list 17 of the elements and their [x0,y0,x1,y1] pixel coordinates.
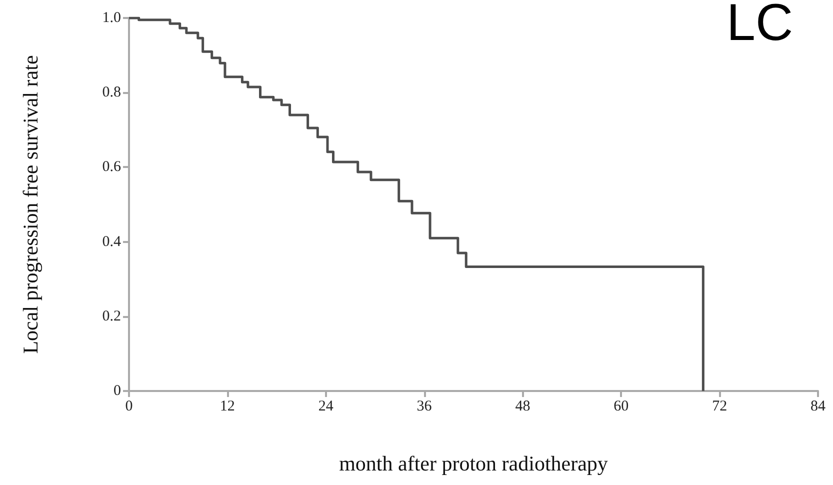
x-tick-label: 60 [614,398,629,414]
x-tick-label: 72 [712,398,728,414]
x-tick-label: 36 [416,398,432,414]
y-tick-label: 0.6 [102,159,122,176]
x-axis-title: month after proton radiotherapy [339,452,608,476]
x-tick-label: 48 [515,398,530,414]
chart-title: LC [726,0,794,52]
y-tick-label: 0.4 [102,234,122,250]
y-tick-label: 0 [114,383,121,399]
y-tick-label: 0.8 [102,84,121,101]
y-axis-title: Local progression free survival rate [18,55,42,354]
y-tick-label: 0.2 [102,308,121,324]
x-tick-label: 12 [220,398,235,414]
y-tick-label: 1.0 [102,10,121,26]
x-tick-label: 0 [125,398,133,414]
x-tick-label: 84 [810,398,826,414]
x-tick-label: 24 [318,398,334,414]
